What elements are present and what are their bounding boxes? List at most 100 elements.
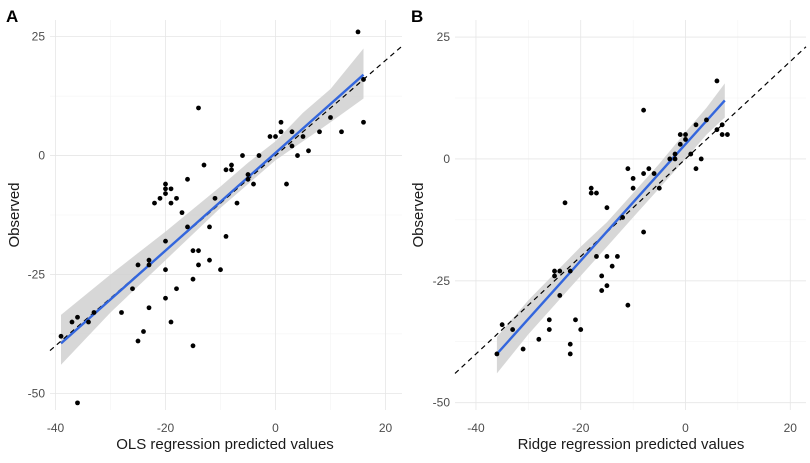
panel-b-identity-line <box>454 46 807 374</box>
panel-a-data-point <box>196 262 201 268</box>
panel-b-data-point <box>693 166 699 172</box>
panel-a-data-point <box>240 153 245 158</box>
panel-a-y-axis-title: Observed <box>6 182 23 247</box>
panel-a-data-point <box>163 186 168 192</box>
panel-a-data-point <box>190 343 196 349</box>
panel-b-x-tick-label: -40 <box>467 421 485 435</box>
panel-b-data-point <box>546 327 552 332</box>
panel-a-data-point <box>207 257 212 263</box>
panel-a-data-point <box>163 295 168 301</box>
panel-a-x-tick-label: -20 <box>157 421 175 435</box>
panel-b: B -40 -20 0 20 -50 -25 0 25 Ridge regression pr… <box>410 7 807 453</box>
panel-a-identity-line <box>49 45 403 352</box>
panel-b-data-point <box>552 273 557 279</box>
panel-b-x-tick-label: 0 <box>682 421 689 435</box>
panel-a-data-point <box>245 176 251 182</box>
panel-a-data-point <box>174 286 179 292</box>
panel-b-data-point <box>646 166 652 172</box>
panel-b-data-point <box>567 351 573 357</box>
panel-a-data-point <box>212 195 218 201</box>
panel-a-data-point <box>306 148 311 154</box>
panel-a-data-point <box>245 172 251 177</box>
panel-b-data-point <box>714 127 720 133</box>
panel-b-marks <box>454 46 807 374</box>
panel-a-data-point <box>135 338 141 344</box>
panel-a-data-point <box>146 262 152 268</box>
panel-a-data-point <box>328 115 333 120</box>
panel-b-data-point <box>609 263 615 269</box>
panel-a-data-point <box>229 162 234 168</box>
panel-b-data-point <box>562 200 568 206</box>
panel-a-data-point <box>289 129 295 135</box>
panel-b-data-point <box>725 132 730 137</box>
panel-b-data-point <box>594 190 599 196</box>
panel-a-data-point <box>251 181 256 187</box>
panel-a-data-point <box>355 29 361 35</box>
panel-a-data-point <box>196 105 201 111</box>
panel-b-fit-line <box>496 99 726 355</box>
panel-b-ticks: -40 -20 0 20 -50 -25 0 25 <box>433 30 798 435</box>
panel-a-x-axis-title: OLS regression predicted values <box>116 436 334 453</box>
panel-b-data-point <box>573 317 578 323</box>
panel-a-data-point <box>273 134 278 139</box>
panel-b-data-point <box>594 254 599 259</box>
panel-a-data-point <box>174 195 179 201</box>
panel-a-data-point <box>201 162 207 168</box>
panel-a-data-point <box>295 153 300 158</box>
panel-b-data-point <box>625 302 631 308</box>
panel-a-data-point <box>207 224 212 230</box>
panel-a-data-point <box>300 134 306 139</box>
panel-b-data-point <box>714 78 720 84</box>
panel-b-data-point <box>656 185 662 191</box>
panel-b-data-point <box>599 288 605 293</box>
panel-b-data-point <box>651 171 657 176</box>
panel-b-data-point <box>520 346 526 352</box>
panel-b-data-point <box>578 327 584 332</box>
panel-b-y-axis-title: Observed <box>410 182 427 247</box>
panel-b-data-point <box>688 151 694 157</box>
panel-b-data-point <box>567 341 573 347</box>
panel-b-data-point <box>567 268 573 274</box>
panel-a-data-point <box>168 319 174 325</box>
panel-b-y-tick-label: -50 <box>433 396 451 410</box>
panel-a-ci-band-group <box>61 48 364 365</box>
panel-a-data-point <box>179 210 185 216</box>
panel-b-y-tick-label: 25 <box>437 30 451 44</box>
panel-a-data-point <box>163 191 168 196</box>
panel-a-x-tick-label: -40 <box>47 421 65 435</box>
panel-b-data-point <box>499 322 505 328</box>
panel-a-data-point <box>223 234 229 239</box>
panel-a-ticks: -40 -20 0 20 -50 -25 0 25 <box>28 30 393 435</box>
panel-a-data-point <box>256 153 262 158</box>
panel-b-data-point <box>693 122 699 128</box>
panel-a-data-point <box>185 176 190 182</box>
panel-a-data-point <box>152 200 157 206</box>
panel-b-data-point <box>630 185 636 191</box>
panel-b-data-point <box>546 317 552 323</box>
panel-b-data-point <box>704 117 709 123</box>
panel-b-data-point <box>494 351 500 357</box>
panel-a-data-point <box>86 319 91 325</box>
panel-b-data-point <box>536 336 542 342</box>
panel-a-data-point <box>361 77 366 82</box>
panel-a-data-point <box>91 310 97 315</box>
panel-a-grid <box>50 20 402 410</box>
panel-a-data-point <box>168 200 174 206</box>
panel-b-y-tick-label: 0 <box>443 152 450 166</box>
panel-a-data-point <box>146 257 152 263</box>
panel-b-x-axis-title: Ridge regression predicted values <box>518 436 745 453</box>
panel-a-data-point <box>185 224 190 230</box>
panel-b-data-point <box>672 156 678 162</box>
panel-b-data-point <box>620 215 626 220</box>
panel-a-data-point <box>190 276 196 282</box>
panel-a-data-point <box>278 119 284 125</box>
panel-b-data-point <box>667 156 673 162</box>
panel-a-data-point <box>157 195 163 201</box>
panel-b-data-point <box>683 137 688 142</box>
panel-b-data-point <box>630 176 636 181</box>
panel-a-marks <box>49 29 403 406</box>
panel-a-data-point <box>190 248 196 254</box>
panel-a-data-point <box>223 167 229 173</box>
panel-a-data-point <box>75 314 80 320</box>
